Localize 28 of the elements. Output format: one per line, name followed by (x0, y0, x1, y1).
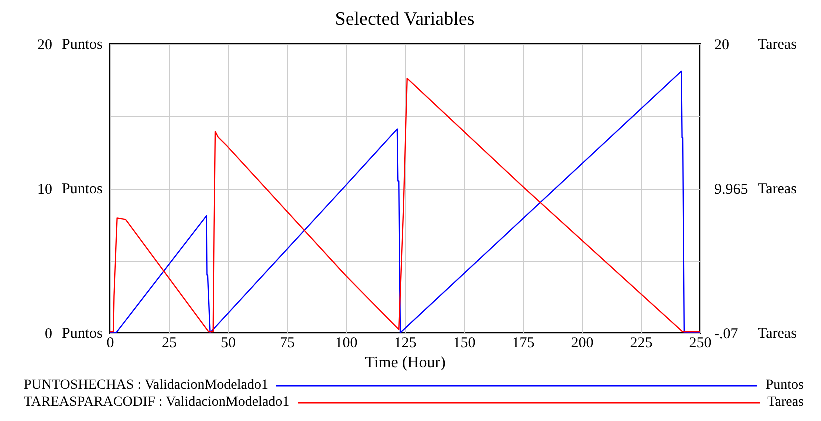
y2-tick-label: 9.965 (714, 182, 748, 198)
x-tick-label: 250 (689, 336, 712, 352)
y-tick-label: 10 (38, 182, 52, 198)
text: Tareas (758, 37, 797, 53)
text: Tareas (758, 182, 797, 198)
x-tick-label: 75 (280, 336, 295, 352)
x-tick-label: 200 (571, 336, 594, 352)
legend-label: PUNTOSHECHAS : ValidacionModelado1 (24, 378, 268, 394)
text: Puntos (62, 182, 103, 198)
text: Puntos (62, 37, 103, 53)
x-tick-label: 100 (335, 336, 358, 352)
x-tick-label: 0 (106, 336, 114, 352)
x-tick-label: 225 (630, 336, 653, 352)
text: Puntos (766, 378, 804, 393)
x-tick-label: 150 (453, 336, 476, 352)
x-tick-label: 125 (394, 336, 417, 352)
y2-axis-title: Tareas (758, 326, 798, 342)
chart-title: Selected Variables (335, 9, 475, 30)
y-tick-label: 20 (38, 38, 52, 54)
y2-tick-label: -.07 (714, 326, 739, 342)
x-axis-title: Time (Hour) (365, 354, 446, 372)
x-tick-label: 25 (162, 336, 177, 352)
y-axis-title: Puntos (62, 326, 104, 342)
legend-label: TAREASPARACODIF : ValidacionModelado1 (24, 395, 290, 411)
x-tick-label: 175 (512, 336, 535, 352)
x-tick-label: 50 (221, 336, 236, 352)
text: Tareas (768, 395, 804, 410)
y2-tick-label: 20 (714, 38, 730, 54)
